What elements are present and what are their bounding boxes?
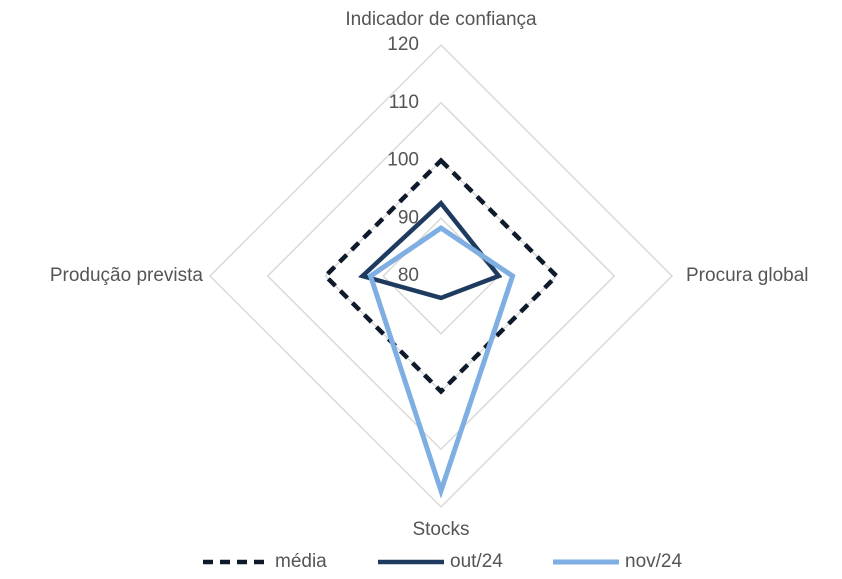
category-label: Indicador de confiança: [345, 9, 537, 30]
r-tick-label: 90: [398, 207, 419, 228]
r-tick-label: 100: [387, 150, 419, 171]
legend-label: nov/24: [625, 551, 682, 572]
r-tick-label: 110: [389, 92, 419, 113]
series-line: [322, 157, 560, 395]
category-label: Stocks: [412, 519, 469, 540]
r-tick-label: 120: [387, 34, 419, 55]
legend-label: média: [275, 551, 327, 572]
series-line: [367, 225, 516, 499]
category-label: Procura global: [686, 265, 809, 286]
legend-label: out/24: [450, 551, 503, 572]
grid-line: [266, 101, 616, 451]
grid-line: [208, 43, 674, 509]
r-tick-label: 80: [398, 265, 419, 286]
category-label: Produção prevista: [50, 265, 204, 286]
